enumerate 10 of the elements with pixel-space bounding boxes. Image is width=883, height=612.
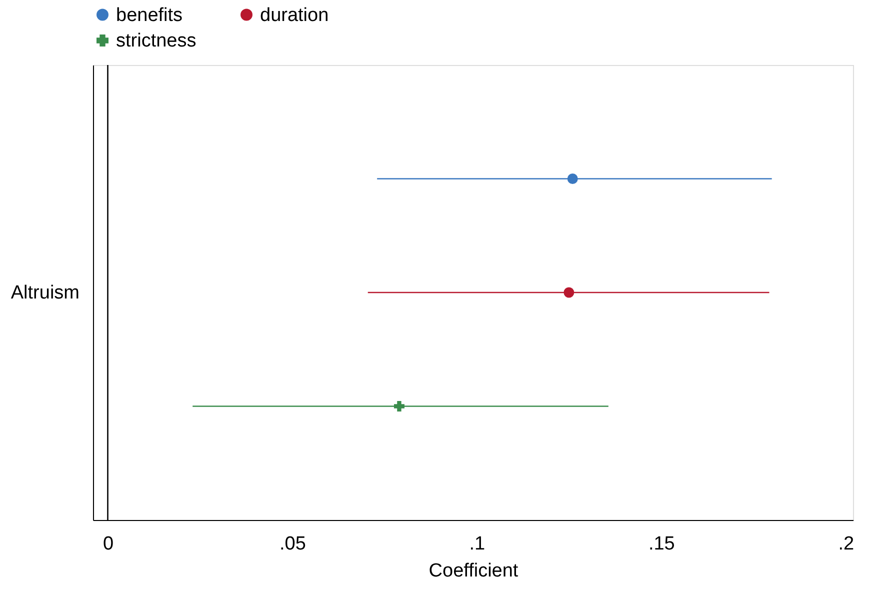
x-axis-title: Coefficient [428, 560, 519, 582]
x-tick-label: .15 [648, 534, 675, 554]
legend-label: benefits [116, 4, 183, 26]
legend-label: duration [260, 4, 329, 26]
x-tick-label: 0 [102, 534, 114, 554]
x-tick-label: .2 [838, 534, 854, 554]
legend-label: strictness [116, 30, 196, 52]
x-tick-label: .1 [469, 534, 486, 554]
x-tick-label: .05 [280, 534, 306, 554]
y-tick-label: Altruism [10, 282, 80, 304]
